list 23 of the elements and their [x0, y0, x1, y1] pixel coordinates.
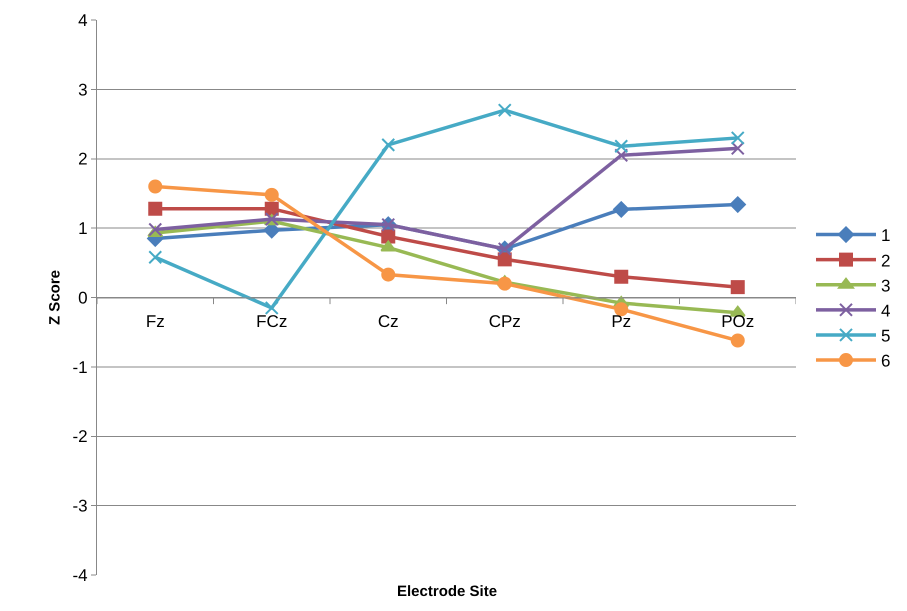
x-axis-title: Electrode Site: [397, 583, 498, 600]
legend-label: 4: [881, 301, 890, 320]
x-tick-label: FCz: [256, 312, 288, 331]
legend-label: 5: [881, 326, 890, 346]
y-axis-title: Z Score: [46, 270, 64, 326]
y-tick-label: -2: [72, 427, 88, 446]
y-tick-label: 0: [78, 288, 88, 308]
y-tick-label: -4: [72, 566, 88, 585]
y-tick-label: 3: [78, 80, 88, 100]
x-tick-label: Pz: [611, 312, 632, 331]
legend-label: 2: [881, 251, 890, 270]
x-tick-label: Cz: [378, 312, 399, 331]
y-tick-label: 4: [78, 10, 88, 30]
x-tick-label: CPz: [488, 312, 521, 331]
x-tick-label: Fz: [146, 312, 165, 331]
x-tick-label: POz: [721, 312, 754, 331]
legend-label: 6: [881, 352, 890, 371]
legend-label: 1: [881, 226, 890, 246]
legend-label: 3: [881, 276, 890, 296]
y-tick-label: 2: [78, 150, 88, 169]
y-tick-label: 1: [78, 219, 88, 238]
y-tick-label: -1: [72, 358, 88, 377]
y-tick-label: -3: [72, 496, 88, 516]
